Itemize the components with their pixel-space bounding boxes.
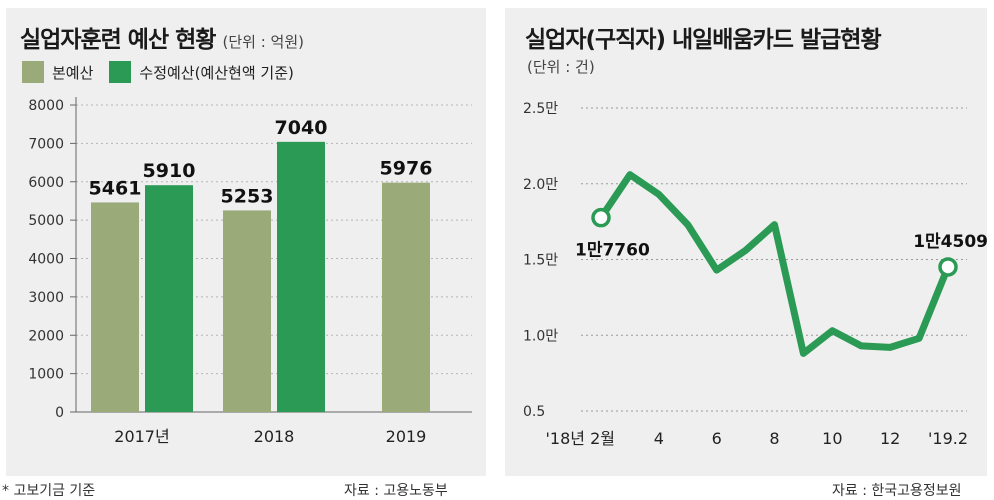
bar bbox=[91, 202, 139, 412]
legend-item-revised-budget: 수정예산(예산현액 기준) bbox=[109, 61, 294, 83]
bar bbox=[382, 182, 430, 412]
bar bbox=[277, 141, 325, 412]
x-tick-label: 2019 bbox=[386, 427, 427, 446]
y-tick-label: 2.5만 bbox=[523, 101, 558, 117]
y-tick-label: 8000 bbox=[28, 98, 64, 114]
y-tick-label: 0.5 bbox=[523, 404, 545, 420]
y-tick-label: 1.5만 bbox=[523, 253, 558, 269]
bar bbox=[223, 210, 271, 412]
x-tick-label: '18년 2월 bbox=[546, 429, 615, 448]
y-tick-label: 1.0만 bbox=[523, 328, 558, 344]
data-point-marker bbox=[938, 257, 958, 277]
legend-label-original: 본예산 bbox=[52, 63, 94, 82]
x-tick-label: 2017년 bbox=[114, 427, 169, 446]
y-tick-label: 0 bbox=[55, 405, 64, 421]
x-tick-label: 2018 bbox=[254, 427, 295, 446]
legend-swatch-revised bbox=[109, 61, 132, 83]
series-line bbox=[597, 171, 952, 357]
bar-value-label: 7040 bbox=[275, 117, 328, 139]
data-point-label: 1만7760 bbox=[575, 241, 650, 261]
x-tick-label: 12 bbox=[880, 429, 900, 448]
card-line-chart: 0.5 1.0만 1.5만 2.0만 2.5만 '18년 2월 4 6 8 10 12 '19.2 1만… bbox=[523, 101, 987, 448]
data-point-marker bbox=[591, 207, 611, 228]
x-tick-label: 6 bbox=[712, 429, 722, 448]
legend-swatch-original bbox=[22, 61, 44, 83]
footnote-fund-basis: * 고보기금 기준 bbox=[2, 483, 96, 499]
y-tick-label: 2.0만 bbox=[523, 177, 558, 193]
bar-value-label: 5910 bbox=[143, 160, 196, 182]
budget-title-text: 실업자훈련 예산 현황 bbox=[20, 27, 216, 53]
source-label-ministry: 자료 : 고용노동부 bbox=[344, 483, 448, 499]
card-unit-label: (단위 : 건) bbox=[527, 58, 595, 76]
bar bbox=[145, 185, 193, 412]
budget-unit-label: (단위 : 억원) bbox=[222, 33, 304, 51]
y-tick-label: 3000 bbox=[28, 290, 64, 306]
y-tick-label: 4000 bbox=[28, 252, 64, 268]
x-tick-label: 10 bbox=[822, 429, 842, 448]
budget-panel: 실업자훈련 예산 현황 (단위 : 억원) 본예산 수정예산(예산현액 기준) … bbox=[6, 8, 486, 476]
bar-value-label: 5253 bbox=[221, 185, 274, 207]
legend-label-revised: 수정예산(예산현액 기준) bbox=[139, 63, 294, 82]
x-tick-label: '19.2 bbox=[928, 429, 968, 448]
card-chart-title: 실업자(구직자) 내일배움카드 발급현황 bbox=[525, 27, 882, 53]
x-tick-label: 4 bbox=[654, 429, 664, 448]
bar-value-label: 5976 bbox=[380, 158, 433, 180]
card-issuance-panel: 실업자(구직자) 내일배움카드 발급현황 (단위 : 건) 0.5 1.0만 1.5… bbox=[505, 8, 987, 476]
data-point-label: 1만4509 bbox=[913, 232, 987, 252]
bar-value-label: 5461 bbox=[89, 177, 142, 199]
y-tick-label: 6000 bbox=[28, 175, 64, 191]
budget-legend: 본예산 수정예산(예산현액 기준) bbox=[22, 61, 310, 83]
budget-chart-title: 실업자훈련 예산 현황 (단위 : 억원) bbox=[20, 20, 304, 54]
source-label-keis: 자료 : 한국고용정보원 bbox=[832, 483, 962, 499]
y-tick-label: 1000 bbox=[28, 367, 64, 383]
y-tick-label: 2000 bbox=[28, 328, 64, 344]
y-tick-label: 5000 bbox=[28, 213, 64, 229]
x-tick-label: 8 bbox=[769, 429, 779, 448]
y-tick-label: 7000 bbox=[28, 136, 64, 152]
budget-bar-chart: 0 1000 2000 3000 4000 5000 6000 7000 8000 5461591… bbox=[28, 97, 472, 446]
legend-item-original-budget: 본예산 bbox=[22, 61, 93, 83]
